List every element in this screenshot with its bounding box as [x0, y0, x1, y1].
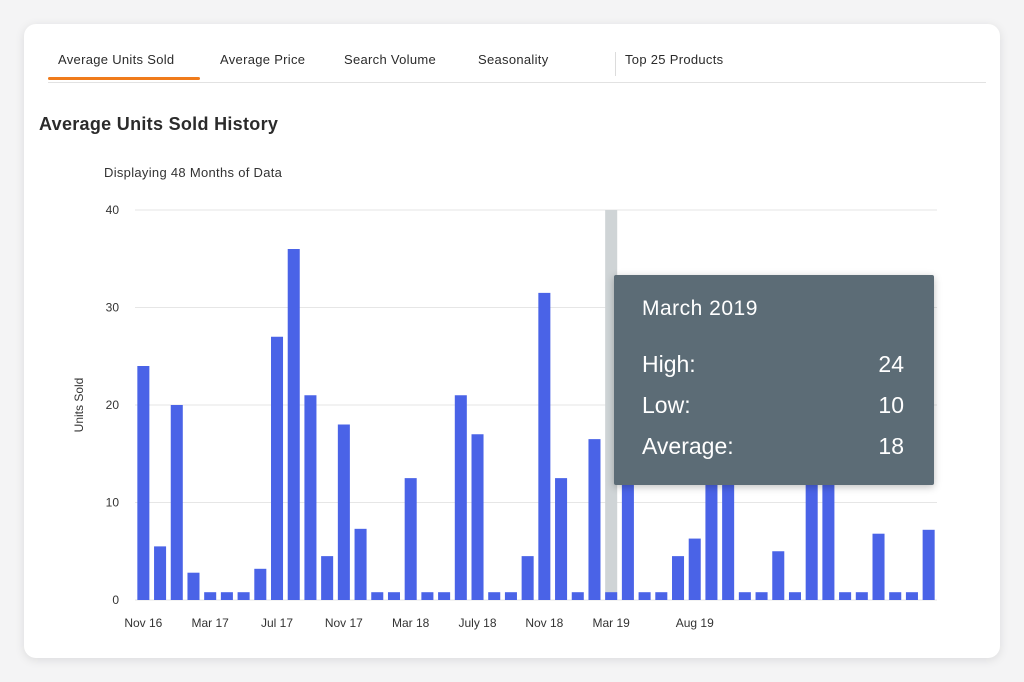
y-tick-label: 20	[106, 398, 120, 412]
tab-divider	[615, 52, 616, 76]
bar	[304, 395, 317, 600]
bar	[755, 592, 768, 600]
bar	[354, 528, 367, 600]
x-tick-label: Jul 17	[261, 616, 293, 630]
y-tick-label: 0	[112, 593, 119, 607]
bar	[488, 592, 501, 600]
bar	[254, 568, 267, 600]
bar	[404, 478, 417, 600]
bar	[287, 249, 300, 600]
bar	[421, 592, 434, 600]
bar	[772, 551, 785, 600]
bar	[337, 424, 350, 600]
x-tick-label: July 18	[459, 616, 497, 630]
bar	[922, 529, 935, 600]
bar	[237, 592, 250, 600]
bar	[170, 405, 183, 600]
y-axis-label: Units Sold	[72, 378, 86, 433]
bar	[555, 478, 568, 600]
tooltip-title: March 2019	[642, 297, 758, 320]
bar	[638, 592, 651, 600]
bar	[137, 366, 150, 600]
x-tick-label: Aug 19	[676, 616, 714, 630]
bar	[438, 592, 451, 600]
chart-tooltip: March 2019 High: 24 Low: 10 Average: 18	[614, 275, 934, 485]
bar	[688, 538, 701, 600]
tooltip-low-label: Low:	[642, 392, 691, 418]
chart-card: Average Units Sold Average Price Search …	[24, 24, 1000, 658]
bar	[588, 439, 601, 600]
y-tick-label: 30	[106, 301, 120, 315]
bar	[387, 592, 400, 600]
bar	[839, 592, 852, 600]
x-tick-label: Nov 16	[124, 616, 162, 630]
bar	[872, 533, 885, 600]
tab-bar: Average Units Sold Average Price Search …	[48, 24, 986, 83]
x-tick-label: Mar 17	[192, 616, 230, 630]
bar	[271, 336, 284, 600]
bar	[738, 592, 751, 600]
tab-average-units-sold[interactable]: Average Units Sold	[58, 52, 175, 67]
x-tick-label: Mar 19	[593, 616, 631, 630]
bar	[454, 395, 467, 600]
tooltip-high-value: 24	[878, 351, 904, 377]
bar	[471, 434, 484, 600]
tooltip-high-label: High:	[642, 351, 696, 377]
bar	[204, 592, 217, 600]
bar	[672, 556, 685, 600]
bar	[905, 592, 918, 600]
tab-top-25-products[interactable]: Top 25 Products	[625, 52, 724, 67]
bar	[371, 592, 384, 600]
tab-search-volume[interactable]: Search Volume	[344, 52, 437, 67]
bar	[154, 546, 167, 600]
bar	[855, 592, 868, 600]
bar	[521, 556, 534, 600]
x-tick-label: Nov 18	[525, 616, 563, 630]
bar	[538, 292, 551, 600]
chart-subtitle: Displaying 48 Months of Data	[104, 165, 283, 180]
bar	[605, 592, 618, 600]
page-title: Average Units Sold History	[39, 114, 279, 134]
bar	[655, 592, 668, 600]
bar	[187, 572, 200, 600]
tooltip-average-value: 18	[878, 433, 904, 459]
bar	[889, 592, 902, 600]
x-tick-label: Nov 17	[325, 616, 363, 630]
x-tick-label: Mar 18	[392, 616, 430, 630]
bar	[220, 592, 233, 600]
active-tab-indicator	[48, 77, 200, 80]
tab-average-price[interactable]: Average Price	[220, 52, 306, 67]
y-tick-label: 40	[106, 203, 120, 217]
y-tick-label: 10	[106, 496, 120, 510]
bar	[788, 592, 801, 600]
bar	[321, 556, 334, 600]
bar	[504, 592, 517, 600]
tooltip-average-label: Average:	[642, 433, 734, 459]
tooltip-low-value: 10	[878, 392, 904, 418]
tab-seasonality[interactable]: Seasonality	[478, 52, 549, 67]
bar	[571, 592, 584, 600]
